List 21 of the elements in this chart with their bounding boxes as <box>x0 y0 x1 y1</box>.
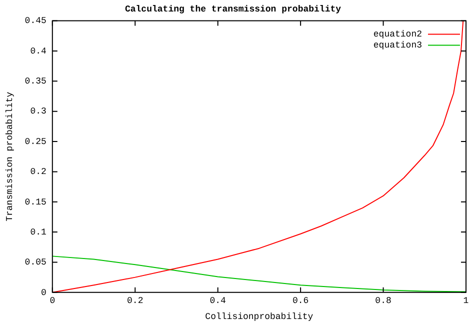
y-tick-label: 0.4 <box>30 46 46 56</box>
x-tick-label: 0.8 <box>375 296 392 306</box>
chart-title: Calculating the transmission probability <box>124 4 342 15</box>
y-tick-label: 0.3 <box>30 106 46 117</box>
x-axis-title: Collisionprobability <box>205 312 314 322</box>
legend-label: equation2 <box>373 30 422 40</box>
y-tick-label: 0 <box>40 288 46 298</box>
y-tick-label: 0.25 <box>24 136 46 147</box>
x-tick-label: 0.2 <box>127 296 144 306</box>
x-tick-label: 0.4 <box>210 296 226 306</box>
legend-label: equation3 <box>373 40 422 51</box>
x-tick-label: 0.6 <box>292 296 309 306</box>
y-tick-label: 0.15 <box>24 197 46 208</box>
y-tick-label: 0.1 <box>30 227 46 238</box>
y-tick-label: 0.45 <box>24 16 46 26</box>
y-tick-label: 0.35 <box>24 76 46 87</box>
x-tick-label: 1 <box>463 296 469 306</box>
x-tick-label: 0 <box>50 296 56 306</box>
y-tick-label: 0.2 <box>30 167 46 178</box>
y-axis-title: Transmission probability <box>4 91 15 222</box>
y-tick-label: 0.05 <box>24 258 46 268</box>
